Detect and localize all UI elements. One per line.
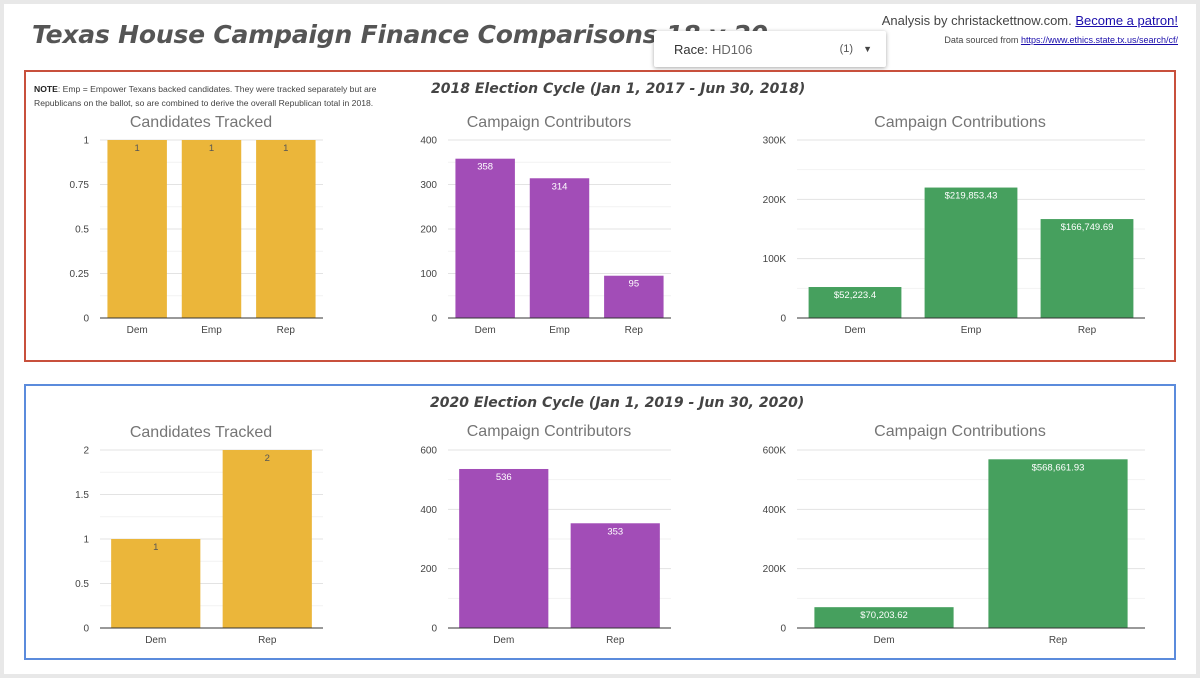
chart-c18_contributions-data-label: $219,853.43: [945, 191, 998, 202]
section-2018-title: 2018 Election Cycle (Jan 1, 2017 - Jun 3…: [431, 81, 806, 97]
chart-c18_candidates-ytick-label: 0.5: [75, 225, 89, 236]
chart-c20_contributions-bar[interactable]: [988, 459, 1128, 628]
chart-c18_contributors-ytick-label: 400: [420, 136, 437, 147]
chart-c18_candidates-data-label: 1: [283, 143, 288, 154]
chart-c20_contributions-title: Campaign Contributions: [874, 423, 1046, 440]
chart-c20_contributors-ytick-label: 600: [420, 446, 437, 457]
chart-c20_contributions-xtick-label: Dem: [873, 635, 894, 646]
chart-c18_candidates-xtick-label: Rep: [277, 325, 296, 336]
note-bold: NOTE: [34, 84, 58, 94]
credit-line: Analysis by christackettnow.com. Become …: [882, 13, 1178, 28]
chart-c18_contributors-ytick-label: 300: [420, 180, 437, 191]
chart-c20_contributions-xtick-label: Rep: [1049, 635, 1068, 646]
source-link[interactable]: https://www.ethics.state.tx.us/search/cf…: [1020, 35, 1178, 45]
chart-c20_contributions-data-label: $568,661.93: [1032, 462, 1085, 473]
chart-c18_contributions-data-label: $52,223.4: [834, 290, 876, 301]
chart-c18_candidates-ytick-label: 0.75: [70, 180, 90, 191]
chart-c18_contributors-data-label: 314: [552, 181, 568, 192]
chart-c18_contributors-ytick-label: 100: [420, 269, 437, 280]
patron-link[interactable]: Become a patron!: [1075, 13, 1178, 28]
chart-c20_contributors-ytick-label: 200: [420, 564, 437, 575]
credit-text: Analysis by christackettnow.com.: [881, 13, 1072, 28]
chart-c20_candidates-bar[interactable]: [111, 539, 201, 628]
chart-c20_contributors-bar[interactable]: [570, 523, 660, 628]
chart-c20_contributors-title: Campaign Contributors: [467, 423, 632, 440]
chart-c18_contributions-bar[interactable]: [808, 287, 902, 318]
chart-c20_candidates-title: Candidates Tracked: [130, 424, 272, 441]
chart-c18_contributions-ytick-label: 200K: [763, 195, 787, 206]
chart-c20_contributors-ytick-label: 0: [431, 624, 437, 635]
chart-c20_contributors-ytick-label: 400: [420, 505, 437, 516]
chart-c18_contributions-xtick-label: Emp: [961, 325, 982, 336]
chart-c18_contributions-data-label: $166,749.69: [1061, 222, 1114, 233]
chart-c20_candidates-bar[interactable]: [222, 450, 312, 628]
chart-c18_candidates-ytick-label: 0.25: [70, 269, 90, 280]
chart-c20_candidates-ytick-label: 0.5: [75, 579, 89, 590]
chevron-down-icon: ▼: [863, 44, 872, 54]
chart-c20_contributions-ytick-label: 400K: [763, 505, 787, 516]
chart-c20_candidates-ytick-label: 1: [83, 535, 89, 546]
note-text: NOTE: Emp = Empower Texans backed candid…: [34, 82, 394, 110]
chart-c20_contributors-data-label: 353: [607, 526, 623, 537]
note-body: : Emp = Empower Texans backed candidates…: [34, 84, 377, 108]
chart-c18_contributors-xtick-label: Emp: [549, 325, 570, 336]
chart-c18_contributors-title: Campaign Contributors: [467, 114, 632, 131]
chart-c20_contributions-ytick-label: 600K: [763, 446, 787, 457]
chart-c18_contributions-xtick-label: Rep: [1078, 325, 1097, 336]
chart-c18_contributions-title: Campaign Contributions: [874, 114, 1046, 131]
chart-c18_contributions-bar[interactable]: [924, 187, 1018, 318]
chart-c20_candidates-data-label: 2: [265, 453, 270, 464]
chart-c18_candidates-ytick-label: 0: [83, 314, 89, 325]
chart-c18_contributors-ytick-label: 0: [431, 314, 437, 325]
chart-c18_contributions-ytick-label: 100K: [763, 254, 787, 265]
chart-c18_contributors-xtick-label: Dem: [475, 325, 496, 336]
chart-c20_candidates-xtick-label: Rep: [258, 635, 277, 646]
race-filter-dropdown[interactable]: Race: HD106 (1) ▼: [654, 31, 886, 67]
chart-c18_contributors-xtick-label: Rep: [625, 325, 644, 336]
section-2020-title: 2020 Election Cycle (Jan 1, 2019 - Jun 3…: [430, 395, 805, 411]
chart-c18_candidates-ytick-label: 1: [83, 136, 89, 147]
race-filter-count: (1): [839, 43, 854, 55]
section-2020: [24, 384, 1176, 660]
race-filter-label: Race:: [674, 41, 708, 57]
chart-c20_contributors-xtick-label: Rep: [606, 635, 625, 646]
chart-c18_candidates-title: Candidates Tracked: [130, 114, 272, 131]
chart-c20_contributors-data-label: 536: [496, 472, 512, 483]
section-2018: [24, 70, 1176, 362]
source-line: Data sourced from https://www.ethics.sta…: [944, 35, 1178, 45]
chart-c18_contributors-data-label: 358: [477, 162, 493, 173]
race-filter-value: HD106: [711, 41, 753, 57]
chart-c20_contributions-data-label: $70,203.62: [860, 610, 908, 621]
chart-c18_contributors-data-label: 95: [629, 279, 640, 290]
chart-c18_candidates-xtick-label: Dem: [127, 325, 148, 336]
chart-c18_contributions-xtick-label: Dem: [844, 325, 865, 336]
chart-c20_candidates-ytick-label: 0: [83, 624, 89, 635]
chart-c18_contributions-ytick-label: 0: [780, 314, 786, 325]
chart-c20_candidates-ytick-label: 1.5: [75, 490, 89, 501]
page-title: Texas House Campaign Finance Comparisons…: [32, 20, 768, 49]
chart-c18_contributions-ytick-label: 300K: [763, 136, 787, 147]
chart-c18_contributors-ytick-label: 200: [420, 225, 437, 236]
chart-c20_contributors-xtick-label: Dem: [493, 635, 514, 646]
chart-c20_contributions-ytick-label: 0: [780, 624, 786, 635]
chart-c18_candidates-bar[interactable]: [256, 140, 316, 318]
chart-c20_contributions-bar[interactable]: [814, 607, 954, 628]
chart-c18_candidates-bar[interactable]: [107, 140, 167, 318]
chart-c18_candidates-data-label: 1: [209, 143, 214, 154]
source-text: Data sourced from: [944, 35, 1019, 45]
chart-c18_contributors-bar[interactable]: [455, 158, 515, 318]
chart-c18_candidates-bar[interactable]: [181, 140, 242, 318]
chart-c18_contributions-bar[interactable]: [1040, 219, 1134, 318]
chart-c18_contributors-bar[interactable]: [529, 178, 590, 318]
chart-c18_candidates-data-label: 1: [135, 143, 140, 154]
chart-c20_candidates-ytick-label: 2: [83, 446, 89, 457]
chart-c20_contributions-ytick-label: 200K: [763, 564, 787, 575]
chart-c18_candidates-xtick-label: Emp: [201, 325, 222, 336]
chart-c18_contributors-bar[interactable]: [604, 275, 664, 318]
chart-c20_candidates-xtick-label: Dem: [145, 635, 166, 646]
chart-c20_contributors-bar[interactable]: [459, 468, 549, 628]
chart-c20_candidates-data-label: 1: [153, 542, 158, 553]
